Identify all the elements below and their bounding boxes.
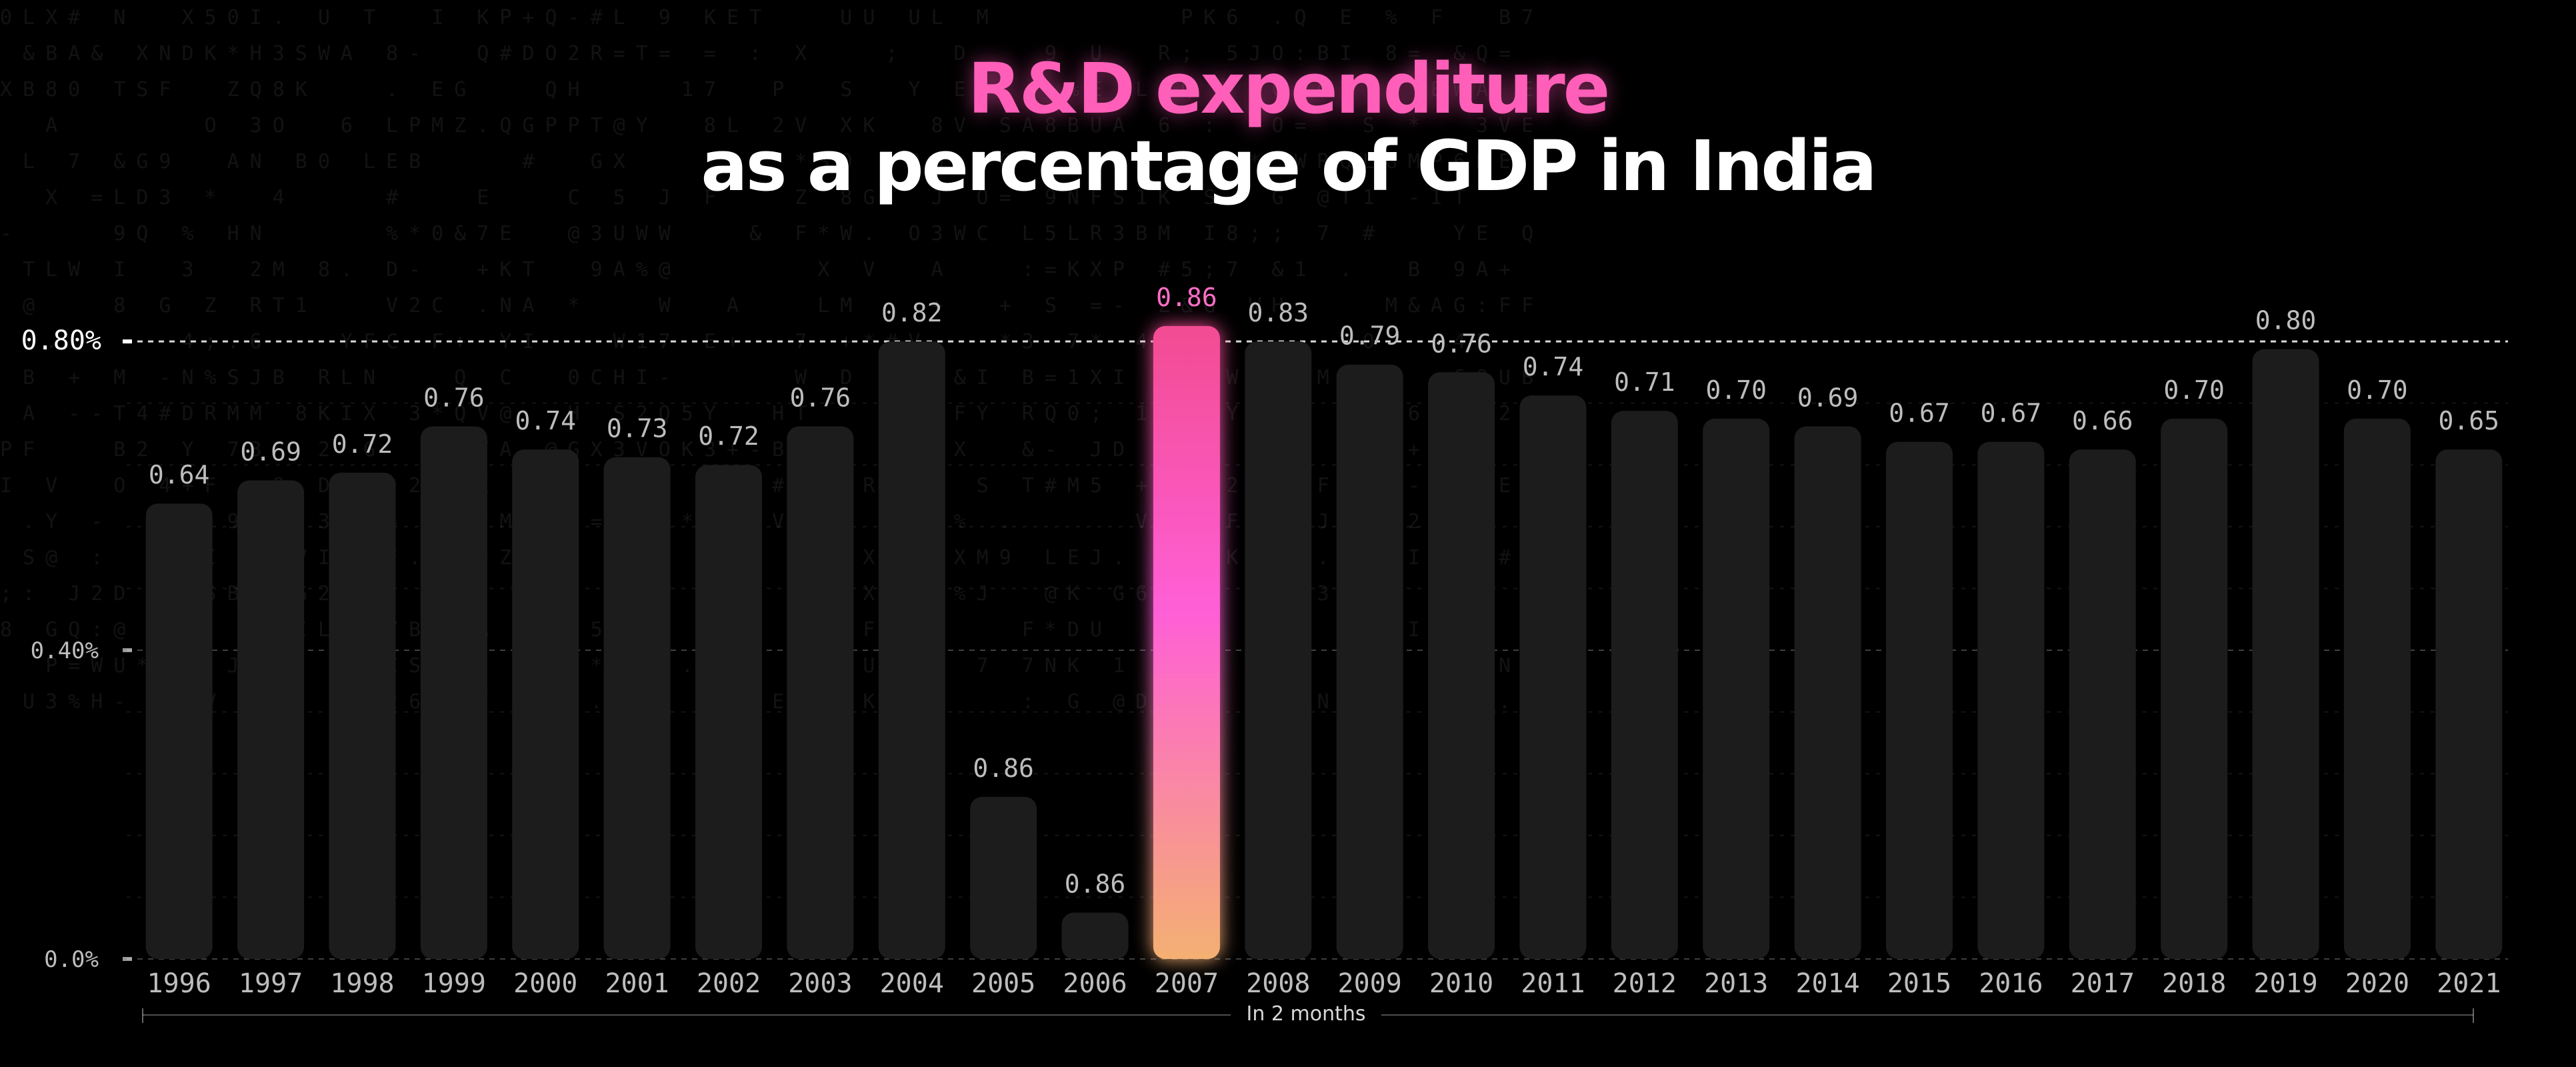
x-tick-label-2000: 2000: [513, 968, 577, 999]
y-tick-mark: [123, 957, 132, 961]
x-tick-label-2002: 2002: [697, 968, 761, 999]
data-label-2008: 0.83: [1248, 298, 1309, 327]
x-tick-label-2018: 2018: [2162, 968, 2226, 999]
x-tick-label-2005: 2005: [971, 968, 1035, 999]
bar-2018[interactable]: [2161, 418, 2228, 959]
bar-1997[interactable]: [237, 480, 305, 959]
y-tick-mark: [123, 648, 132, 652]
data-label-2016: 0.67: [1981, 398, 2042, 427]
bar-2011[interactable]: [1519, 395, 1587, 959]
data-label-2010: 0.76: [1431, 329, 1492, 358]
data-label-2019: 0.80: [2255, 306, 2317, 335]
bar-2009[interactable]: [1336, 364, 1403, 959]
bar-2000[interactable]: [512, 449, 579, 959]
bars-layer: [145, 325, 2503, 960]
bar-2004[interactable]: [878, 341, 945, 959]
x-tick-label-2012: 2012: [1613, 968, 1677, 999]
data-label-2002: 0.72: [698, 421, 759, 451]
data-label-2014: 0.69: [1797, 383, 1859, 412]
x-tick-label-2017: 2017: [2071, 968, 2135, 999]
x-tick-label-1996: 1996: [147, 968, 211, 999]
bar-2019[interactable]: [2252, 349, 2319, 959]
data-label-2011: 0.74: [1523, 352, 1584, 381]
data-label-2006: 0.86: [1065, 870, 1126, 899]
bar-1999[interactable]: [420, 426, 487, 959]
bar-2016[interactable]: [1977, 441, 2045, 959]
x-tick-label-2016: 2016: [1979, 968, 2043, 999]
bar-2005[interactable]: [970, 796, 1037, 959]
x-tick-label-1997: 1997: [239, 968, 303, 999]
data-label-2021: 0.65: [2439, 406, 2500, 435]
x-tick-label-2019: 2019: [2253, 968, 2317, 999]
data-label-2009: 0.79: [1339, 321, 1401, 351]
x-tick-label-2007: 2007: [1155, 968, 1219, 999]
bar-2021[interactable]: [2435, 449, 2503, 959]
x-tick-label-1999: 1999: [422, 968, 486, 999]
data-label-2018: 0.70: [2163, 375, 2225, 405]
bar-2012[interactable]: [1611, 411, 1678, 959]
y-tick-label: 0.80%: [21, 325, 101, 356]
bar-2015[interactable]: [1886, 441, 1953, 959]
bar-2017[interactable]: [2069, 449, 2136, 959]
bar-2020[interactable]: [2343, 418, 2411, 959]
x-tick-label-2021: 2021: [2437, 968, 2501, 999]
bar-2010[interactable]: [1428, 372, 1495, 959]
x-tick-label-2013: 2013: [1704, 968, 1768, 999]
data-label-2013: 0.70: [1705, 375, 1767, 405]
data-label-2001: 0.73: [607, 414, 668, 443]
bar-2001[interactable]: [603, 457, 671, 959]
bar-2002[interactable]: [695, 465, 762, 959]
data-label-2005: 0.86: [973, 754, 1034, 783]
bar-2007[interactable]: [1153, 325, 1220, 960]
data-label-1998: 0.72: [332, 429, 393, 459]
data-label-1996: 0.64: [149, 460, 210, 489]
y-tick-label: 0.40%: [31, 638, 99, 664]
x-tick-label-2010: 2010: [1429, 968, 1493, 999]
bar-2008[interactable]: [1245, 341, 1312, 959]
bar-2006[interactable]: [1061, 912, 1129, 959]
bar-2014[interactable]: [1794, 426, 1861, 959]
chart-title-line1: R&D expenditure: [967, 48, 1611, 129]
x-tick-label-1998: 1998: [330, 968, 394, 999]
data-label-2015: 0.67: [1889, 398, 1950, 427]
data-label-2000: 0.74: [515, 406, 576, 435]
x-tick-label-2006: 2006: [1063, 968, 1127, 999]
bar-2003[interactable]: [787, 426, 854, 959]
data-label-2012: 0.71: [1614, 367, 1675, 397]
data-label-2003: 0.76: [790, 383, 851, 412]
bar-2013[interactable]: [1703, 418, 1770, 959]
bar-1998[interactable]: [329, 472, 396, 959]
y-tick-mark: [123, 339, 132, 343]
x-tick-label-2003: 2003: [788, 968, 852, 999]
data-label-2020: 0.70: [2347, 375, 2408, 405]
x-tick-label-2001: 2001: [605, 968, 669, 999]
labels-layer: 0.64 1996 0.69 1997 0.72 1998 0.76 1999 0.74 2000…: [147, 283, 2501, 999]
x-tick-label-2004: 2004: [880, 968, 944, 999]
x-tick-label-2009: 2009: [1338, 968, 1402, 999]
x-tick-label-2008: 2008: [1246, 968, 1310, 999]
data-label-2004: 0.82: [881, 298, 943, 327]
data-label-1999: 0.76: [423, 383, 485, 412]
x-tick-label-2011: 2011: [1521, 968, 1585, 999]
data-label-1997: 0.69: [240, 437, 301, 466]
x-tick-label-2020: 2020: [2345, 968, 2409, 999]
data-label-2017: 0.66: [2072, 406, 2133, 435]
timeline-footnote: In 2 months: [1231, 998, 1381, 1031]
data-label-2007: 0.86: [1156, 283, 1217, 312]
x-tick-label-2015: 2015: [1887, 968, 1951, 999]
y-tick-label: 0.0%: [44, 946, 99, 973]
x-tick-label-2014: 2014: [1795, 968, 1859, 999]
bar-1996[interactable]: [145, 503, 213, 959]
chart-title-line2: as a percentage of GDP in India: [701, 125, 1877, 207]
